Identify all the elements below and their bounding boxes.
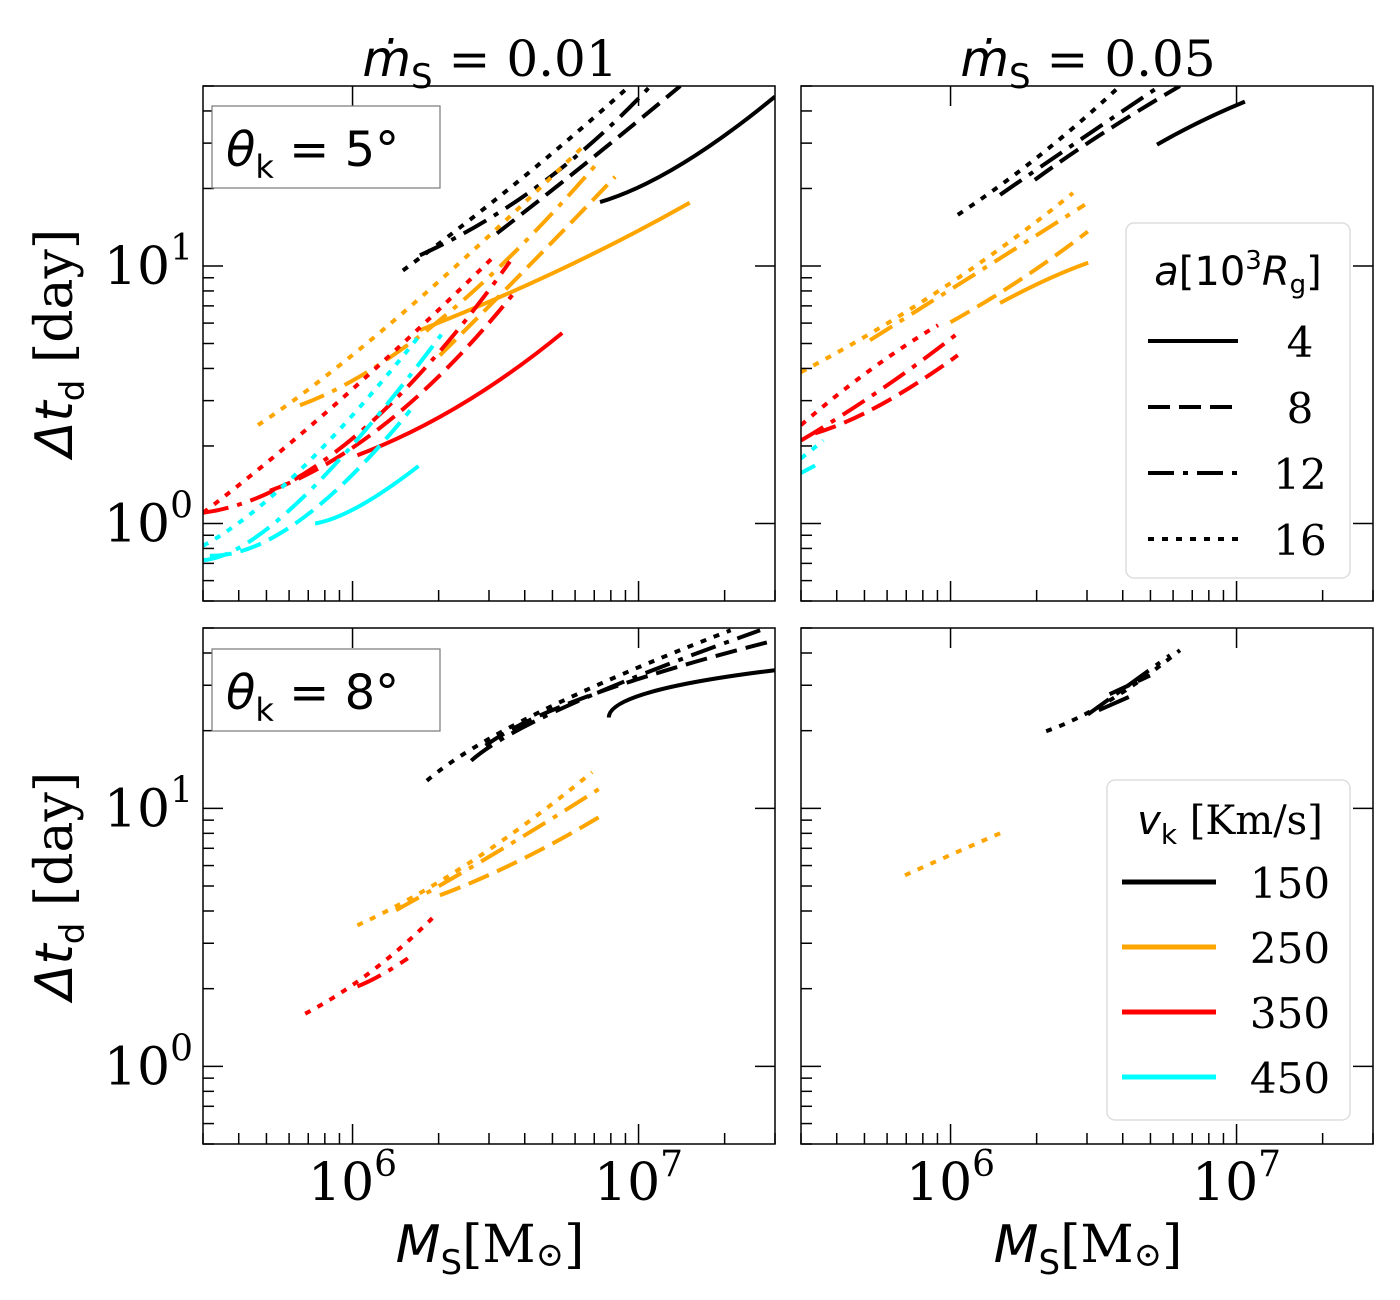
legend-separation: a[103Rg] 4 8 12 16 <box>1125 222 1351 579</box>
x-tick-label: 107 <box>594 1144 683 1213</box>
series-v150-a12 <box>998 86 1162 197</box>
x-tick-label: 106 <box>308 1144 397 1213</box>
series-v150-a16 <box>425 628 732 783</box>
series-v150-a4 <box>606 668 775 718</box>
row-label-box-1: θk = 8° <box>211 648 441 732</box>
series-v250-a16 <box>904 831 1001 878</box>
legend-label: 4 <box>1287 318 1314 367</box>
series-v250-a16 <box>801 191 1075 374</box>
y-tick-label: 100 <box>104 485 193 554</box>
series-group <box>904 648 1182 878</box>
series-v350-a12 <box>356 956 409 989</box>
series-v150-a8 <box>1108 673 1151 697</box>
series-v250-a8 <box>949 230 1090 324</box>
y-axis-label-bottom: Δtd [day] <box>25 772 93 1004</box>
series-v150-a12 <box>469 628 761 763</box>
legend-label: 12 <box>1273 450 1326 499</box>
series-v150-a8 <box>495 86 682 235</box>
panel-2: 100 101 106 107 <box>104 627 776 1213</box>
legend-label: 450 <box>1250 1054 1330 1103</box>
y-axis-label-top: Δtd [day] <box>25 229 93 461</box>
legend-label: 150 <box>1250 859 1330 908</box>
series-v150-a8 <box>484 638 775 748</box>
series-v350-a4 <box>356 331 564 458</box>
series-group <box>203 86 775 563</box>
series-v450-a8 <box>209 409 412 558</box>
series-v350-a16 <box>203 253 497 515</box>
svg-text:vk [Km/s]: vk [Km/s] <box>1137 798 1323 851</box>
x-tick-label: 107 <box>1192 1144 1281 1213</box>
legend-velocity: vk [Km/s] 150 250 350 450 <box>1106 779 1351 1121</box>
legend-entry: 150 <box>1122 859 1330 908</box>
legend-entry: 12 <box>1148 450 1327 499</box>
series-v150-a4 <box>1097 695 1130 713</box>
series-v350-a8 <box>814 353 959 436</box>
series-v450-a12 <box>203 329 447 563</box>
legend-label: 16 <box>1273 516 1326 565</box>
series-v250-a12 <box>868 203 1086 342</box>
x-tick-label: 106 <box>906 1144 995 1213</box>
legend-entry: 450 <box>1122 1054 1330 1103</box>
series-v350-a16 <box>304 916 434 1016</box>
legend-entry: 8 <box>1148 384 1313 433</box>
series-v350-a12 <box>801 333 957 443</box>
series-v150-a12 <box>419 86 652 258</box>
series-v250-a16 <box>356 770 594 928</box>
y-tick-label: 101 <box>104 228 193 297</box>
y-tick-label: 100 <box>104 1028 193 1097</box>
legend-label: 350 <box>1250 989 1330 1038</box>
series-v450-a4 <box>314 464 420 526</box>
series-v450-a8 <box>801 463 817 475</box>
series-v250-a8 <box>439 813 604 898</box>
series-group <box>801 86 1246 475</box>
panel-0: 100 101 <box>104 85 776 602</box>
series-v250-a12 <box>299 158 602 408</box>
svg-text:θk = 5°: θk = 5° <box>226 122 399 186</box>
y-tick-label: 101 <box>104 770 193 839</box>
series-v450-a16 <box>203 333 422 548</box>
series-v150-a16 <box>401 86 631 273</box>
series-v250-a4 <box>419 201 691 333</box>
panel-1 <box>800 85 1374 602</box>
x-axis-label-right: MS[M⊙] <box>994 1215 1183 1283</box>
legend-entry: 16 <box>1148 516 1327 565</box>
svg-text:a[103Rg]: a[103Rg] <box>1154 246 1322 300</box>
series-v250-a8 <box>438 175 617 357</box>
series-v150-a16 <box>1045 648 1182 734</box>
column-title-1: ṁS = 0.05 <box>960 30 1215 97</box>
column-title-0: ṁS = 0.01 <box>362 30 617 97</box>
series-v150-a4 <box>599 94 775 205</box>
series-v150-a4 <box>1156 99 1246 147</box>
series-group <box>304 628 775 1016</box>
series-v250-a12 <box>395 785 604 912</box>
row-label-box-0: θk = 5° <box>211 105 441 189</box>
x-axis-label-left: MS[M⊙] <box>396 1215 585 1283</box>
panel-3: 106 107 <box>800 627 1374 1213</box>
series-v150-a16 <box>956 86 1122 217</box>
legend-entry: 250 <box>1122 924 1330 973</box>
series-v350-a12 <box>203 260 512 515</box>
legend-entry: 4 <box>1148 318 1313 367</box>
svg-text:θk = 8°: θk = 8° <box>226 665 399 729</box>
legend-label: 250 <box>1250 924 1330 973</box>
series-v450-a16 <box>801 438 825 460</box>
series-v350-a16 <box>801 323 940 427</box>
series-v150-a8 <box>1033 86 1181 182</box>
legend-entry: 350 <box>1122 989 1330 1038</box>
legend-label: 8 <box>1287 384 1314 433</box>
series-v250-a4 <box>999 260 1089 305</box>
